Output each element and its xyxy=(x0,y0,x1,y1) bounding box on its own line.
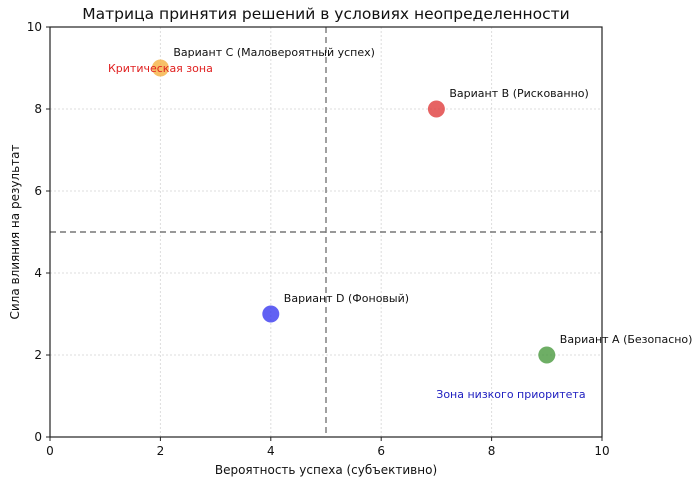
zone-annotation: Критическая зона xyxy=(108,62,213,75)
point-label: Вариант A (Безопасно) xyxy=(560,333,693,346)
zone-annotation: Зона низкого приоритета xyxy=(436,388,585,401)
x-tick-label: 2 xyxy=(157,444,165,458)
point-label: Вариант C (Маловероятный успех) xyxy=(173,46,375,59)
plot-frame xyxy=(49,26,603,438)
x-axis-label: Вероятность успеха (субъективно) xyxy=(215,463,437,477)
y-axis-label: Сила влияния на результат xyxy=(8,144,22,319)
data-point xyxy=(427,100,445,118)
y-tick-label: 4 xyxy=(34,266,42,280)
y-tick-label: 0 xyxy=(34,430,42,444)
x-tick-label: 4 xyxy=(267,444,275,458)
y-tick-label: 8 xyxy=(34,102,42,116)
chart-title: Матрица принятия решений в условиях неоп… xyxy=(82,5,569,23)
x-tick-label: 8 xyxy=(488,444,496,458)
y-tick-label: 2 xyxy=(34,348,42,362)
data-point xyxy=(151,59,169,77)
y-tick-label: 6 xyxy=(34,184,42,198)
point-label: Вариант D (Фоновый) xyxy=(284,292,409,305)
data-point xyxy=(538,346,556,364)
point-label: Вариант B (Рискованно) xyxy=(449,87,588,100)
y-tick-label: 10 xyxy=(27,20,42,34)
x-tick-label: 10 xyxy=(594,444,609,458)
data-point xyxy=(262,305,280,323)
x-tick-label: 0 xyxy=(46,444,54,458)
x-tick-label: 6 xyxy=(377,444,385,458)
